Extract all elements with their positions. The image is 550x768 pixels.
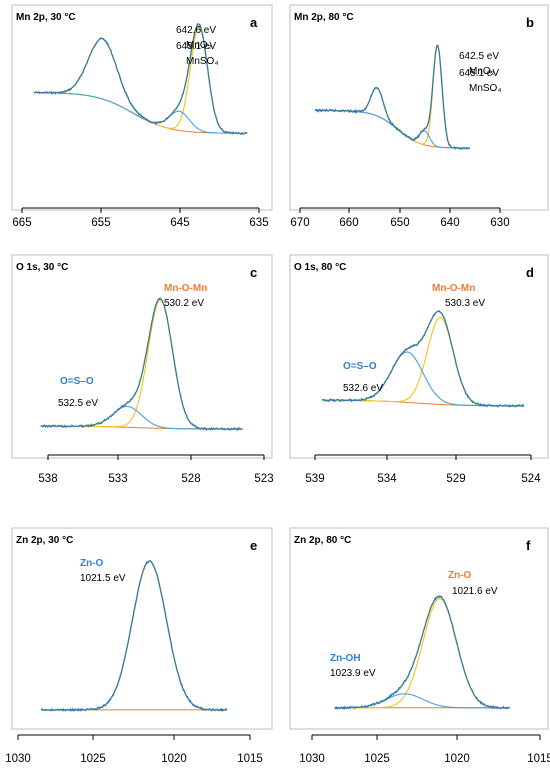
x-tick-label: 665 (12, 217, 31, 229)
peak-annotation: 530.3 eV (445, 298, 485, 309)
component2-line (315, 109, 470, 149)
peak-annotation: 642.6 eV (176, 25, 216, 36)
x-tick-label: 1020 (444, 753, 470, 765)
x-tick-label: 630 (490, 217, 509, 229)
peak-annotation: 642.5 eV (459, 51, 499, 62)
panel-letter: a (250, 15, 258, 30)
panel-title: O 1s, 30 °C (16, 262, 68, 273)
panel-title: Zn 2p, 30 °C (16, 535, 73, 546)
x-tick-label: 1030 (299, 753, 325, 765)
peak-annotation: 1021.6 eV (452, 586, 498, 597)
panel-frame (11, 527, 273, 730)
peak-annotation: 1023.9 eV (330, 668, 376, 679)
x-tick-label: 1030 (5, 753, 31, 765)
panel-letter: b (526, 15, 534, 30)
peak-annotation: Zn-O (448, 570, 472, 581)
panel-d: O 1s, 80 °C d 539 534 529 524 Mn-O-Mn 530.3 eV O… (289, 254, 549, 485)
peak-annotation: Mn-O-Mn (432, 283, 475, 294)
peak-annotation: O=S–O (343, 361, 377, 372)
x-tick-label: 660 (339, 217, 358, 229)
x-tick-label: 670 (290, 217, 309, 229)
x-tick-label: 523 (254, 473, 273, 485)
panel-frame (289, 527, 549, 730)
peak-annotation: Zn-OH (330, 653, 361, 664)
x-tick-label: 655 (91, 217, 110, 229)
x-tick-label: 1015 (237, 753, 263, 765)
peak-annotation: 645.1 eV (459, 68, 499, 79)
component1-line (40, 299, 243, 430)
x-tick-label: 1025 (364, 753, 390, 765)
fit-envelope-line (40, 297, 243, 430)
fit-envelope-line (334, 595, 510, 709)
peak-annotation: Zn-O (80, 558, 104, 569)
peak-annotation: Mn-O-Mn (164, 283, 207, 294)
x-tick-label: 1020 (161, 753, 187, 765)
raw-data-line (314, 44, 471, 151)
x-tick-label: 524 (521, 473, 541, 485)
component2-line (334, 693, 510, 709)
component1-line (334, 598, 510, 709)
x-tick-label: 1015 (527, 753, 550, 765)
x-tick-label: 635 (249, 217, 268, 229)
panel-b: Mn 2p, 80 °C b 670 660 650 640 630 642.5 eV MnO₂… (289, 4, 549, 229)
background-line (315, 110, 470, 149)
panel-c: O 1s, 30 °C c 538 533 528 523 Mn-O-Mn 530.2 eV O… (11, 254, 274, 485)
raw-data-line (334, 594, 511, 711)
x-tick-label: 538 (38, 473, 57, 485)
x-tick-label: 640 (440, 217, 459, 229)
panel-frame (289, 4, 549, 211)
panel-f: Zn 2p, 80 °C f 1030 1025 1020 1015 Zn-O 1021.6 … (289, 527, 550, 765)
peak-annotation: MnSO₄ (186, 56, 218, 67)
panel-frame (11, 254, 273, 459)
panel-letter: c (250, 265, 257, 280)
x-tick-label: 650 (390, 217, 409, 229)
x-tick-label: 529 (446, 473, 465, 485)
x-tick-label: 534 (377, 473, 397, 485)
panel-title: Zn 2p, 80 °C (294, 535, 351, 546)
component2-line (41, 560, 227, 711)
peak-annotation: MnO₂ (469, 66, 495, 77)
x-tick-label: 528 (181, 473, 200, 485)
panel-letter: d (526, 265, 534, 280)
raw-data-line (40, 560, 228, 713)
panel-a: Mn 2p, 30 °C a 665 655 645 635 642.6 eV MnO₂645… (11, 4, 273, 229)
peak-annotation: 532.6 eV (343, 383, 383, 394)
peak-annotation: MnSO₄ (469, 83, 501, 94)
panel-title: Mn 2p, 30 °C (16, 12, 76, 23)
panel-letter: e (250, 538, 257, 553)
component2-line (33, 92, 248, 134)
x-tick-label: 533 (108, 473, 127, 485)
peak-annotation: 530.2 eV (164, 298, 204, 309)
panel-title: O 1s, 80 °C (294, 262, 346, 273)
raw-data-line (33, 23, 248, 135)
raw-data-line (322, 309, 525, 408)
peak-annotation: 532.5 eV (58, 398, 98, 409)
x-tick-label: 539 (305, 473, 324, 485)
peak-annotation: O=S–O (60, 376, 94, 387)
panel-letter: f (526, 538, 531, 553)
panel-frame (11, 4, 273, 211)
peak-annotation: 645.1 eV (176, 41, 216, 52)
raw-data-line (40, 297, 243, 432)
peak-annotation: 1021.5 eV (80, 573, 126, 584)
panel-title: Mn 2p, 80 °C (294, 12, 354, 23)
peak-annotation: MnO₂ (186, 40, 212, 51)
panel-frame (289, 254, 549, 459)
fit-envelope-line (41, 560, 227, 711)
panel-e: Zn 2p, 30 °C e 1030 1025 1020 1015 Zn-O 1021.5 … (5, 527, 273, 765)
x-tick-label: 1025 (80, 753, 106, 765)
x-tick-label: 645 (170, 217, 189, 229)
